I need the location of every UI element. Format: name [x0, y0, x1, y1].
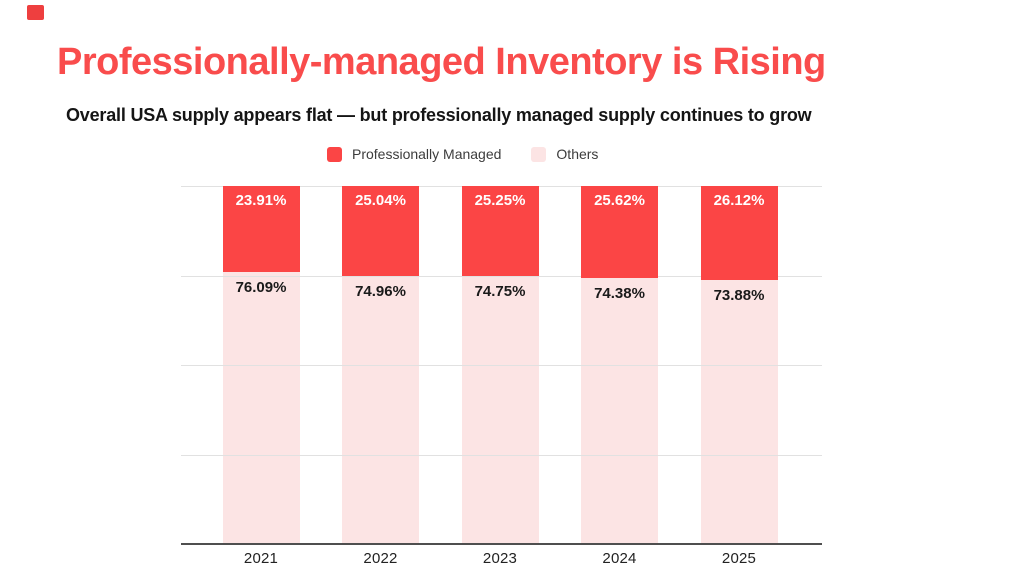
others-value-label: 73.88%: [713, 286, 765, 304]
legend-item-others: Others: [531, 146, 598, 162]
others-value-label: 74.75%: [474, 283, 526, 301]
legend-item-professionally-managed: Professionally Managed: [327, 146, 501, 162]
others-value-label: 74.96%: [355, 282, 406, 300]
bar-segment-professionally-managed: [581, 186, 658, 278]
legend-label: Professionally Managed: [352, 146, 502, 162]
others-value-label: 76.09%: [235, 278, 287, 296]
managed-value-label: 26.12%: [713, 192, 765, 209]
x-axis-label-2025: 2025: [721, 550, 757, 567]
bar-segment-professionally-managed: [342, 186, 419, 276]
gridline-25pct: [181, 454, 822, 456]
bar-segment-professionally-managed: [700, 186, 778, 280]
managed-value-label: 23.91%: [235, 192, 287, 209]
x-axis-label-2021: 2021: [243, 550, 279, 567]
x-axis-labels: 2021 2022 2023 2024 2025: [181, 550, 822, 568]
managed-value-label: 25.25%: [474, 192, 526, 209]
legend-swatch-pink: [531, 146, 547, 162]
bar-segment-professionally-managed: [222, 186, 300, 272]
x-axis-label-2022: 2022: [363, 550, 398, 567]
bar-segment-professionally-managed: [461, 186, 539, 277]
page-subtitle: Overall USA supply appears flat — but pr…: [66, 105, 812, 125]
chart-legend: Professionally Managed Others: [327, 146, 598, 162]
managed-value-label: 25.04%: [355, 192, 406, 209]
managed-value-label: 25.62%: [594, 192, 645, 209]
legend-label: Others: [556, 146, 599, 162]
legend-swatch-red: [327, 146, 342, 162]
gridline-50pct: [181, 365, 822, 366]
stacked-bar-chart: 23.91% 76.09% 25.04% 74.96% 25.25% 74.75% 25.6…: [181, 186, 822, 545]
brand-mark: [27, 5, 44, 20]
others-value-label: 74.38%: [594, 284, 645, 302]
x-axis-label-2024: 2024: [602, 550, 637, 567]
x-axis-label-2023: 2023: [482, 550, 518, 567]
x-axis-line: [181, 543, 822, 545]
page-title: Professionally-managed Inventory is Risi…: [57, 41, 826, 83]
